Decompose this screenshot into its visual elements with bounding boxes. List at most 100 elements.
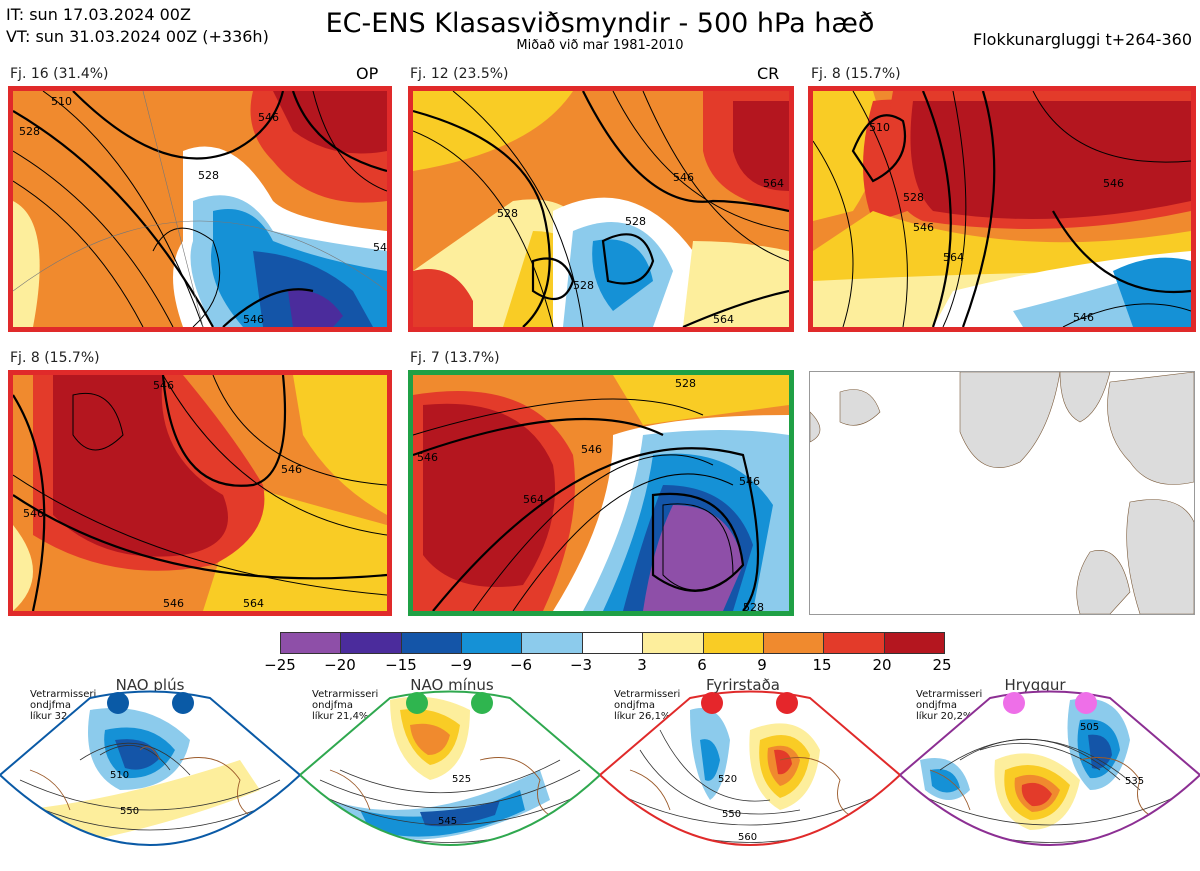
colorbar-bin (582, 633, 644, 653)
map-4-graphic: 546 546 546 546 564 (13, 375, 387, 611)
colorbar-tick: 3 (637, 656, 647, 674)
regime-dot-nao-minus (406, 692, 428, 714)
regime-dot-ridge (1003, 692, 1025, 714)
regime-map-nao-plus: 510 550 (0, 690, 300, 846)
regime-note-blocking: Vetrarmisseri ondjfma líkur 26,1% (614, 689, 681, 722)
cluster-map-2: 528 528 528 546 564 564 (408, 86, 794, 332)
colorbar-bin (462, 633, 523, 653)
contour-label: 545 (438, 816, 457, 827)
header-times: IT: sun 17.03.2024 00Z VT: sun 31.03.202… (6, 4, 269, 48)
map-3-graphic: 510 528 546 546 564 546 (813, 91, 1191, 327)
contour-label: 550 (120, 806, 139, 817)
contour-label: 510 (110, 770, 129, 781)
regime-map-ridge: 505 535 560 (900, 690, 1200, 846)
contour-label: 525 (452, 774, 471, 785)
cluster-map-1: 510 528 528 546 546 546 (8, 86, 392, 332)
panel-2-tag: CR (757, 64, 780, 83)
colorbar-bin (643, 633, 704, 653)
regime-title-nao-minus: NAO mínus (410, 676, 494, 694)
colorbar-tick: −15 (385, 656, 417, 674)
initial-time: IT: sun 17.03.2024 00Z (6, 5, 191, 24)
colorbar-tick: 20 (872, 656, 892, 674)
colorbar-tick: −20 (324, 656, 356, 674)
colorbar-bin (341, 633, 402, 653)
colorbar-bin (884, 633, 944, 653)
contour-label: 546 (281, 463, 302, 476)
contour-label: 528 (743, 601, 764, 611)
map-1-graphic: 510 528 528 546 546 546 (13, 91, 387, 327)
contour-label: 510 (869, 121, 890, 134)
regime-dot-blocking (701, 692, 723, 714)
base-map-graphic (810, 372, 1194, 614)
colorbar-tick: 6 (697, 656, 707, 674)
panel-1-label: Fj. 16 (31.4%) (10, 66, 109, 82)
colorbar-bin (824, 633, 885, 653)
panel-3-label: Fj. 8 (15.7%) (811, 66, 901, 82)
contour-label: 528 (19, 125, 40, 138)
colorbar-tick: −6 (509, 656, 533, 674)
panel-5-label: Fj. 7 (13.7%) (410, 350, 500, 366)
contour-label: 546 (913, 221, 934, 234)
regime-note-nao-minus: Vetrarmisseri ondjfma líkur 21,4% (312, 689, 379, 722)
colorbar-bin (281, 633, 342, 653)
contour-label: 564 (713, 313, 734, 326)
contour-label: 546 (581, 443, 602, 456)
contour-label: 546 (739, 475, 760, 488)
panel-1-tag: OP (356, 64, 379, 83)
contour-label: 564 (523, 493, 544, 506)
regime-map-nao-minus: 525 545 565 (300, 690, 600, 863)
regime-note-nao-plus: Vetrarmisseri ondjfma líkur 32,3% (30, 689, 97, 722)
contour-label: 510 (51, 95, 72, 108)
colorbar-tick: 25 (932, 656, 952, 674)
regime-dot-nao-plus (107, 692, 129, 714)
regime-title-ridge: Hryggur (1004, 676, 1066, 694)
valid-time: VT: sun 31.03.2024 00Z (+336h) (6, 27, 269, 46)
contour-label: 528 (675, 377, 696, 390)
contour-label: 565 (445, 852, 464, 863)
panel-2-label: Fj. 12 (23.5%) (410, 66, 509, 82)
contour-label: 564 (763, 177, 784, 190)
base-map (809, 371, 1195, 615)
contour-label: 505 (1080, 722, 1099, 733)
cluster-map-4: 546 546 546 546 564 (8, 370, 392, 616)
colorbar-tick: −9 (449, 656, 473, 674)
regime-map-blocking: 520 550 560 (600, 690, 900, 846)
colorbar-bin (703, 633, 764, 653)
colorbar-bin (522, 633, 583, 653)
map-2-graphic: 528 528 528 546 564 564 (413, 91, 789, 327)
regime-dot-nao-minus (471, 692, 493, 714)
colorbar-tick: −3 (569, 656, 593, 674)
colorbar-bin (401, 633, 463, 653)
regime-dot-nao-plus (172, 692, 194, 714)
contour-label: 546 (373, 241, 387, 254)
regime-title-blocking: Fyrirstaða (706, 676, 780, 694)
regime-dot-ridge (1075, 692, 1097, 714)
cluster-map-3: 510 528 546 546 564 546 (808, 86, 1196, 332)
contour-label: 528 (573, 279, 594, 292)
cluster-map-5: 528 546 546 564 546 528 (408, 370, 794, 616)
contour-label: 528 (903, 191, 924, 204)
contour-label: 546 (163, 597, 184, 610)
contour-label: 546 (243, 313, 264, 326)
contour-label: 560 (738, 832, 757, 843)
colorbar-tick: −25 (264, 656, 296, 674)
contour-label: 528 (497, 207, 518, 220)
contour-label: 564 (943, 251, 964, 264)
colorbar-tick: 9 (757, 656, 767, 674)
regime-title-nao-plus: NAO plús (115, 676, 185, 694)
contour-label: 520 (718, 774, 737, 785)
contour-label: 546 (258, 111, 279, 124)
contour-label: 546 (1073, 311, 1094, 324)
contour-label: 546 (417, 451, 438, 464)
contour-label: 528 (198, 169, 219, 182)
map-5-graphic: 528 546 546 564 546 528 (413, 375, 789, 611)
contour-label: 546 (153, 379, 174, 392)
colorbar-tick: 15 (812, 656, 832, 674)
contour-label: 546 (673, 171, 694, 184)
contour-label: 546 (23, 507, 44, 520)
panel-4-label: Fj. 8 (15.7%) (10, 350, 100, 366)
page-subtitle: Miðað við mar 1981-2010 (516, 38, 684, 53)
page-title: EC-ENS Klasasviðsmyndir - 500 hPa hæð (325, 8, 875, 39)
regime-note-ridge: Vetrarmisseri ondjfma líkur 20,2% (916, 689, 983, 722)
regime-dot-blocking (776, 692, 798, 714)
